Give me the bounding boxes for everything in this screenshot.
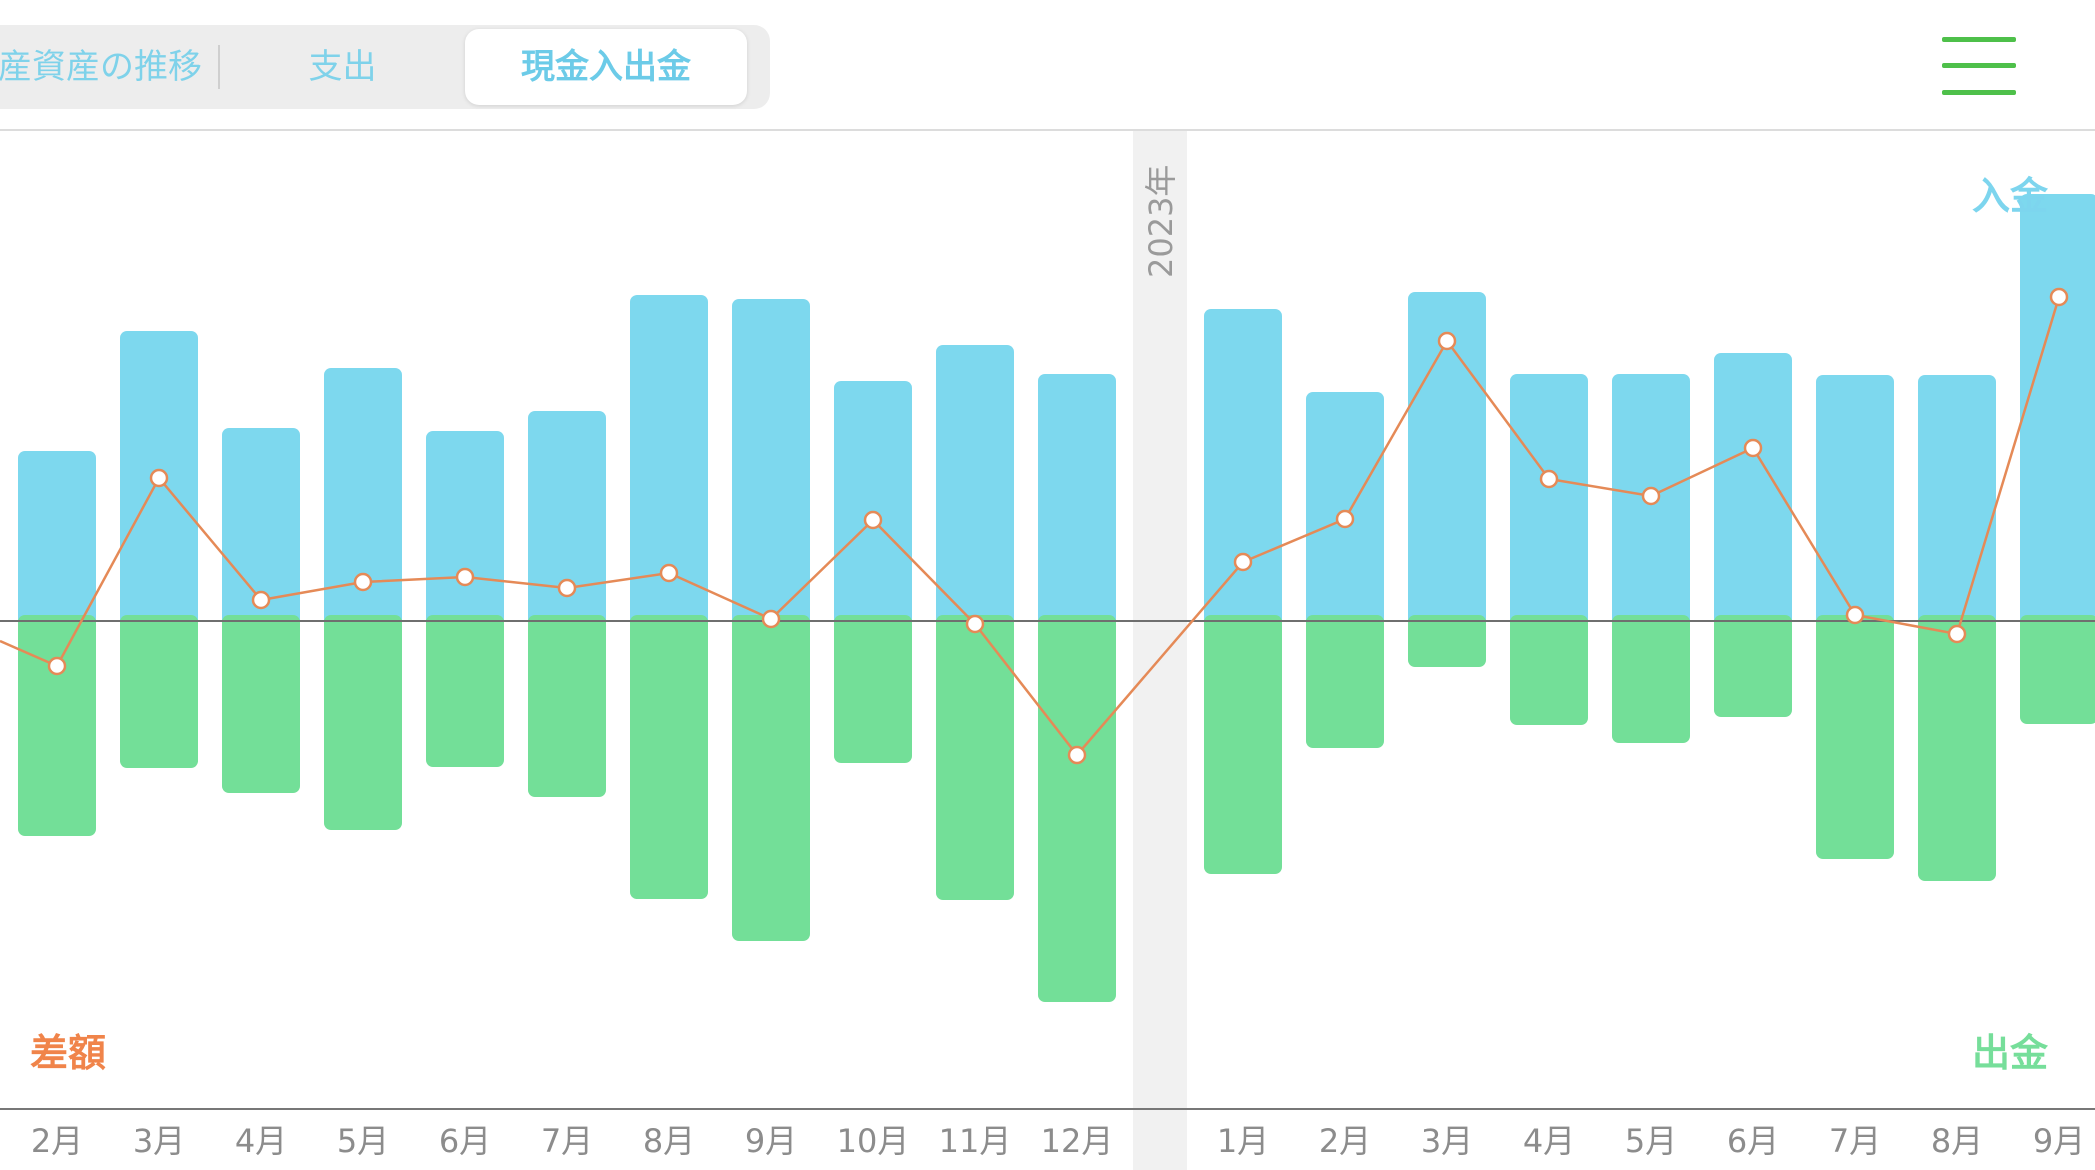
x-tick-label: 7月 [1829,1122,1881,1160]
expense-bar [1306,615,1384,748]
x-tick-label: 3月 [133,1122,185,1160]
expense-bar [2020,615,2095,724]
difference-point [1335,509,1355,529]
x-tick-label: 4月 [1523,1122,1575,1160]
header-divider [0,129,2095,131]
income-bar [1510,374,1588,627]
expense-bar [426,615,504,767]
x-tick-label: 9月 [2033,1122,2085,1160]
income-bar [1204,309,1282,627]
view-segmented-control: 産資産の推移 支出 現金入出金 [0,25,770,109]
expense-bar [1918,615,1996,881]
income-bar [630,295,708,627]
income-bar [1038,374,1116,627]
expense-bar [732,615,810,941]
difference-point [1845,605,1865,625]
income-bar [18,451,96,627]
x-tick-label: 6月 [439,1122,491,1160]
income-bar [1714,353,1792,627]
expense-bar [120,615,198,768]
income-bar [732,299,810,627]
legend-difference: 差額 [30,1031,107,1075]
income-bar [1918,375,1996,627]
tab-expense[interactable]: 支出 [308,47,377,87]
income-bar [1816,375,1894,627]
legend-income: 入金 [1972,174,2049,218]
income-bar [834,381,912,627]
year-marker-label: 2023年 [1142,165,1180,278]
expense-bar [1038,615,1116,1002]
difference-point [761,609,781,629]
expense-bar [1714,615,1792,717]
x-tick-label: 10月 [837,1122,910,1160]
expense-bar [1408,615,1486,667]
difference-point [455,567,475,587]
hamburger-menu-icon[interactable] [1942,37,2016,95]
difference-point [1743,438,1763,458]
expense-bar [936,615,1014,900]
difference-point [1641,486,1661,506]
difference-point [1233,552,1253,572]
difference-point [353,572,373,592]
year-separator-band [1133,131,1187,1170]
expense-bar [1612,615,1690,743]
income-bar [936,345,1014,627]
expense-bar [528,615,606,797]
difference-point [659,563,679,583]
expense-bar [1816,615,1894,859]
tab-asset-trend[interactable]: 産資産の推移 [0,47,202,87]
difference-point [1947,624,1967,644]
x-tick-label: 8月 [643,1122,695,1160]
x-tick-label: 2月 [31,1122,83,1160]
x-tick-label: 5月 [337,1122,389,1160]
difference-point [149,468,169,488]
expense-bar [324,615,402,830]
expense-bar [834,615,912,763]
difference-point [1437,331,1457,351]
difference-point [965,614,985,634]
income-bar [528,411,606,627]
x-tick-label: 5月 [1625,1122,1677,1160]
income-bar [2020,194,2095,627]
x-tick-label: 8月 [1931,1122,1983,1160]
income-bar [1306,392,1384,627]
x-tick-label: 2月 [1319,1122,1371,1160]
x-tick-label: 3月 [1421,1122,1473,1160]
x-tick-label: 9月 [745,1122,797,1160]
expense-bar [18,615,96,836]
x-tick-label: 6月 [1727,1122,1779,1160]
difference-point [1067,745,1087,765]
difference-point [1539,469,1559,489]
x-tick-label: 11月 [939,1122,1012,1160]
difference-point [2049,287,2069,307]
segment-divider [218,45,220,89]
legend-expense: 出金 [1972,1031,2049,1075]
income-bar [324,368,402,627]
tab-cash-flow[interactable]: 現金入出金 [465,29,747,105]
difference-point [251,590,271,610]
expense-bar [630,615,708,899]
expense-bar [222,615,300,793]
expense-bar [1204,615,1282,874]
x-tick-label: 12月 [1041,1122,1114,1160]
x-tick-label: 7月 [541,1122,593,1160]
expense-bar [1510,615,1588,725]
difference-point [47,656,67,676]
x-tick-label: 1月 [1217,1122,1269,1160]
difference-point [863,510,883,530]
difference-point [557,578,577,598]
x-tick-label: 4月 [235,1122,287,1160]
income-bar [426,431,504,627]
